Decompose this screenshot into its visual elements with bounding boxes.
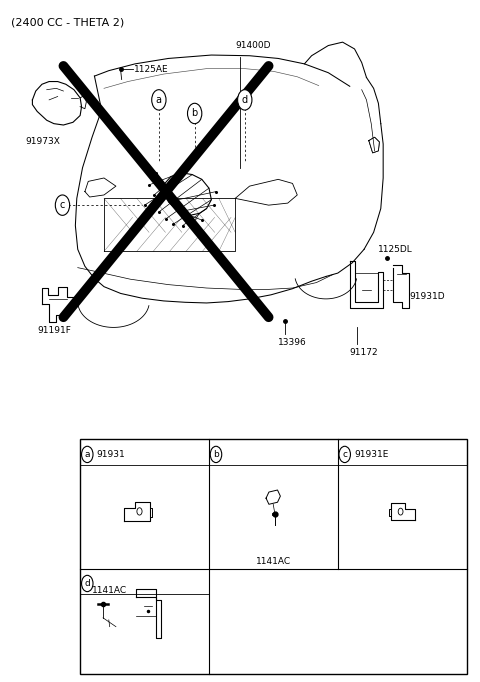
Text: 1141AC: 1141AC	[256, 557, 291, 565]
Circle shape	[188, 103, 202, 123]
Text: 91973X: 91973X	[25, 137, 60, 146]
Text: 1141AC: 1141AC	[92, 587, 127, 595]
Text: b: b	[213, 450, 219, 459]
Text: 1125DL: 1125DL	[378, 245, 413, 254]
Text: 13396: 13396	[278, 338, 307, 346]
Text: 91400D: 91400D	[235, 42, 271, 50]
Bar	[80, 439, 467, 674]
Circle shape	[55, 195, 70, 216]
Circle shape	[82, 446, 93, 462]
Circle shape	[82, 576, 93, 591]
Text: 91172: 91172	[350, 348, 378, 357]
Text: (2400 CC - THETA 2): (2400 CC - THETA 2)	[11, 17, 124, 27]
Text: c: c	[60, 200, 65, 210]
Circle shape	[210, 446, 222, 462]
Polygon shape	[369, 137, 379, 153]
Text: d: d	[84, 579, 90, 588]
Text: c: c	[342, 450, 347, 459]
Text: 91931D: 91931D	[409, 293, 445, 301]
Text: a: a	[156, 95, 162, 105]
Text: 1125AE: 1125AE	[134, 65, 168, 74]
Text: 91931: 91931	[97, 450, 126, 459]
Text: b: b	[192, 108, 198, 119]
Text: 91931E: 91931E	[354, 450, 389, 459]
Circle shape	[152, 90, 166, 110]
Circle shape	[339, 446, 350, 462]
Text: d: d	[242, 95, 248, 105]
Text: a: a	[84, 450, 90, 459]
Circle shape	[238, 90, 252, 110]
Text: 91191F: 91191F	[37, 326, 71, 335]
